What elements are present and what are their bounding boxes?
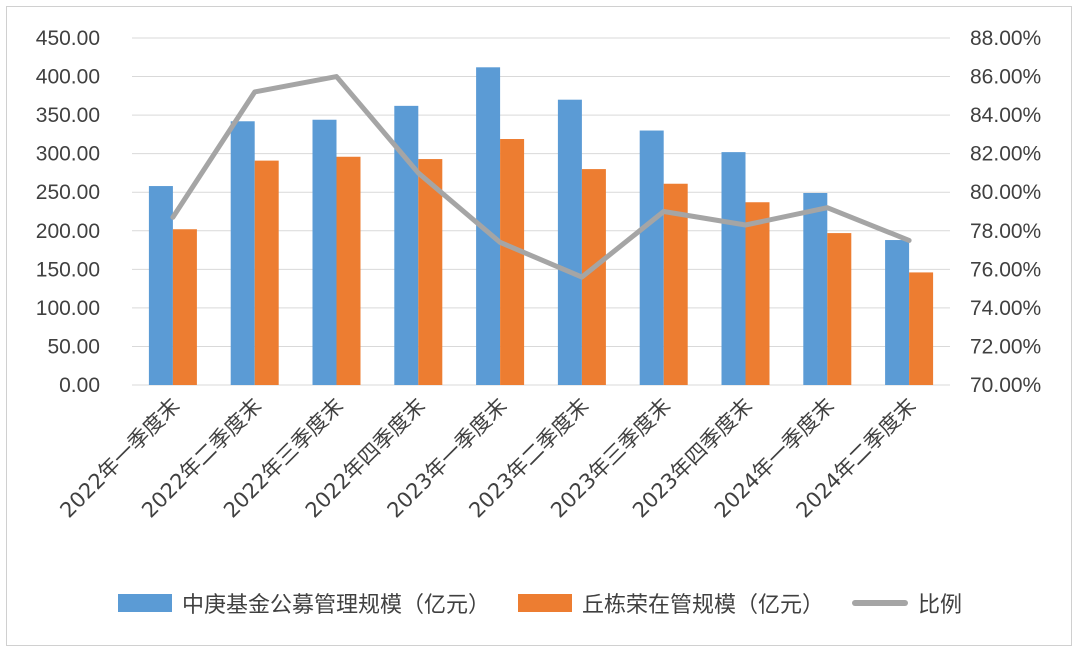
legend-label-series-2: 比例 bbox=[918, 593, 963, 618]
legend-item-series-0: 中庚基金公募管理规模（亿元） bbox=[117, 587, 490, 619]
bar-s0-9 bbox=[885, 240, 910, 385]
legend-label-series-1: 丘栋荣在管规模（亿元） bbox=[581, 593, 824, 618]
bar-s0-8 bbox=[803, 192, 828, 385]
y-tick-right-1: 72.00% bbox=[970, 335, 1041, 358]
legend-label-series-0: 中庚基金公募管理规模（亿元） bbox=[181, 593, 490, 618]
legend-swatch-series-1 bbox=[517, 594, 572, 612]
bar-s0-0 bbox=[148, 186, 173, 385]
y-tick-right-2: 74.00% bbox=[970, 297, 1041, 320]
bar-s1-2 bbox=[336, 156, 361, 385]
y-tick-left-8: 400.00 bbox=[36, 66, 100, 89]
legend: 中庚基金公募管理规模（亿元） 丘栋荣在管规模（亿元） 比例 bbox=[0, 585, 1080, 621]
bar-s1-7 bbox=[745, 202, 770, 385]
y-tick-left-1: 50.00 bbox=[47, 335, 100, 358]
y-tick-left-0: 0.00 bbox=[59, 374, 100, 397]
y-tick-right-0: 70.00% bbox=[970, 374, 1041, 397]
bar-s1-3 bbox=[418, 159, 443, 385]
legend-swatch-series-0 bbox=[117, 594, 172, 612]
y-axis-left-ticks: 0.00 50.00 100.00 150.00 200.00 250.00 300.00 3… bbox=[36, 27, 100, 397]
chart-border bbox=[6, 6, 1072, 646]
bar-s0-1 bbox=[230, 121, 255, 385]
x-axis-category-labels: 2022年一季度末2022年二季度末2022年三季度末2022年四季度末2023… bbox=[55, 394, 920, 523]
y-tick-left-5: 250.00 bbox=[36, 181, 100, 204]
bar-s0-2 bbox=[312, 119, 337, 385]
y-tick-right-6: 82.00% bbox=[970, 143, 1041, 166]
legend-swatch-series-2 bbox=[852, 600, 908, 606]
bar-s0-7 bbox=[721, 152, 746, 385]
bar-s1-0 bbox=[172, 229, 197, 385]
bar-s1-5 bbox=[581, 169, 606, 385]
y-tick-left-6: 300.00 bbox=[36, 143, 100, 166]
bar-s0-6 bbox=[639, 130, 664, 385]
y-axis-right-ticks: 70.00% 72.00% 74.00% 76.00% 78.00% 80.00% 82.0… bbox=[970, 27, 1041, 397]
y-tick-left-9: 450.00 bbox=[36, 27, 100, 50]
bar-s1-4 bbox=[500, 139, 525, 385]
bar-s1-9 bbox=[909, 272, 934, 385]
legend-item-series-1: 丘栋荣在管规模（亿元） bbox=[517, 587, 824, 619]
line-series bbox=[170, 74, 912, 280]
y-tick-left-2: 100.00 bbox=[36, 297, 100, 320]
legend-item-series-2: 比例 bbox=[852, 587, 962, 619]
y-tick-right-7: 84.00% bbox=[970, 104, 1041, 127]
bar-s1-1 bbox=[254, 160, 279, 385]
y-tick-right-4: 78.00% bbox=[970, 220, 1041, 243]
y-tick-right-8: 86.00% bbox=[970, 66, 1041, 89]
y-tick-left-7: 350.00 bbox=[36, 104, 100, 127]
ratio-line bbox=[170, 74, 912, 280]
y-tick-left-3: 150.00 bbox=[36, 258, 100, 281]
y-tick-right-3: 76.00% bbox=[970, 258, 1041, 281]
y-tick-right-5: 80.00% bbox=[970, 181, 1041, 204]
bar-s1-8 bbox=[827, 233, 852, 385]
y-tick-right-9: 88.00% bbox=[970, 27, 1041, 50]
y-tick-left-4: 200.00 bbox=[36, 220, 100, 243]
bar-s0-5 bbox=[557, 99, 582, 385]
